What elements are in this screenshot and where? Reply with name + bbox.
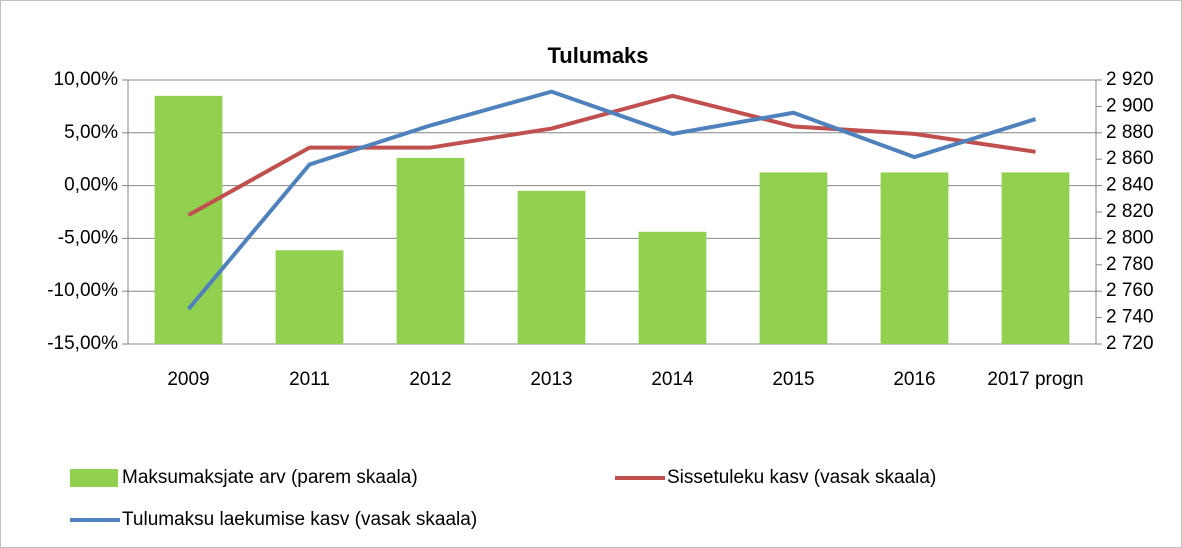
y2-tick-label: 2 780 <box>1106 254 1154 275</box>
y2-tick-label: 2 800 <box>1106 227 1154 248</box>
y-tick-label: -15,00% <box>47 333 118 354</box>
x-tick-label: 2016 <box>893 369 935 390</box>
y-tick-label: 5,00% <box>64 122 118 143</box>
bar <box>396 157 465 344</box>
y2-tick-label: 2 900 <box>1106 95 1154 116</box>
x-tick-label: 2012 <box>409 369 451 390</box>
bar <box>154 95 223 344</box>
bar <box>517 190 586 344</box>
x-tick-label: 2013 <box>530 369 572 390</box>
y2-tick-label: 2 720 <box>1106 333 1154 354</box>
bar <box>275 250 344 344</box>
y-tick-label: -5,00% <box>58 227 118 248</box>
y-tick-label: 0,00% <box>64 175 118 196</box>
legend-label: Sissetuleku kasv (vasak skaala) <box>667 467 936 488</box>
bar <box>1001 172 1070 344</box>
y2-tick-label: 2 740 <box>1106 307 1154 328</box>
y2-tick-label: 2 880 <box>1106 122 1154 143</box>
bar <box>880 172 949 344</box>
line <box>186 89 1037 311</box>
x-tick-label: 2009 <box>167 369 209 390</box>
y2-tick-label: 2 860 <box>1106 148 1154 169</box>
y-tick-label: 10,00% <box>54 69 119 90</box>
chart-title: Tulumaks <box>547 43 648 68</box>
y2-tick-label: 2 760 <box>1106 280 1154 301</box>
bar <box>638 231 707 344</box>
legend-label: Maksumaksjate arv (parem skaala) <box>122 467 418 488</box>
y-tick-label: -10,00% <box>47 280 118 301</box>
y2-tick-label: 2 920 <box>1106 69 1154 90</box>
y2-tick-label: 2 840 <box>1106 175 1154 196</box>
bar <box>759 172 828 344</box>
legend-label: Tulumaksu laekumise kasv (vasak skaala) <box>122 509 477 530</box>
x-tick-label: 2015 <box>772 369 814 390</box>
y2-tick-label: 2 820 <box>1106 201 1154 222</box>
x-tick-label: 2014 <box>651 369 694 390</box>
legend-swatch <box>70 469 118 487</box>
x-tick-label: 2017 progn <box>987 369 1083 390</box>
x-tick-label: 2011 <box>289 369 330 390</box>
